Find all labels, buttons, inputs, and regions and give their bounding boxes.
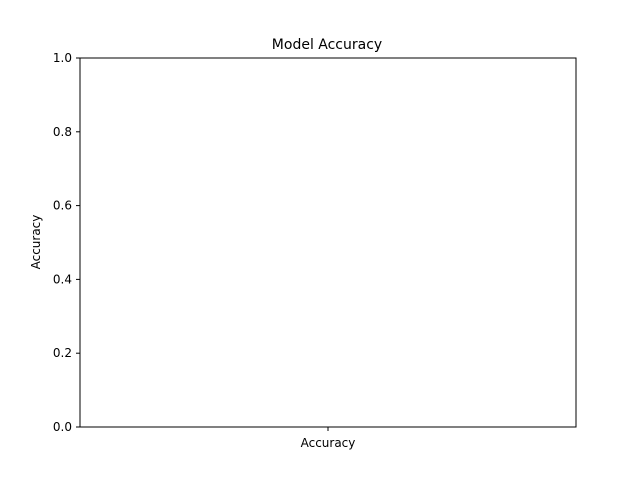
y-axis: 0.0 0.2 0.4 0.6 0.8 1.0	[53, 51, 80, 434]
y-axis-label: Accuracy	[29, 215, 43, 270]
y-tick-label: 0.4	[53, 272, 72, 286]
chart-title: Model Accuracy	[272, 37, 382, 53]
y-tick-label: 1.0	[53, 51, 72, 65]
y-tick-label: 0.2	[53, 346, 72, 360]
y-tick-label: 0.8	[53, 125, 72, 139]
x-tick-label: Accuracy	[301, 436, 356, 450]
y-tick-label: 0.0	[53, 420, 72, 434]
y-tick-label: 0.6	[53, 199, 72, 213]
x-axis: Accuracy	[301, 427, 356, 450]
